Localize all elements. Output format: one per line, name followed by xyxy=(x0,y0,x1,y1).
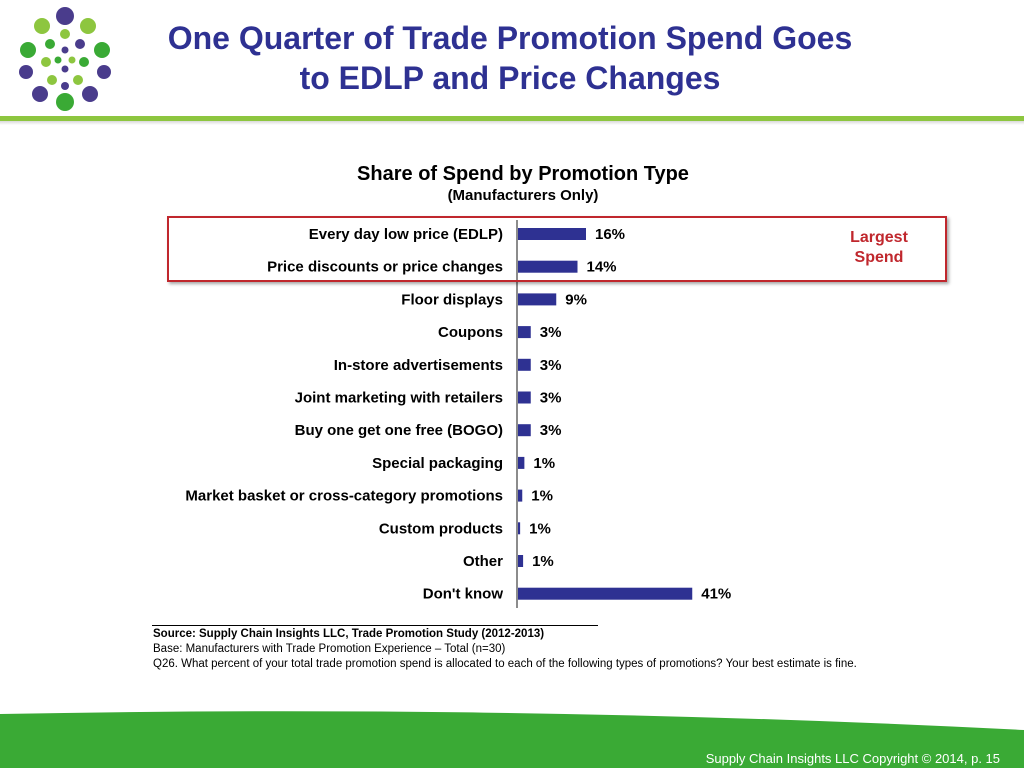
data-label: 3% xyxy=(540,390,562,407)
data-label: 3% xyxy=(540,324,562,341)
footer-band xyxy=(0,711,1024,768)
category-label: In-store advertisements xyxy=(334,357,503,374)
category-label: Custom products xyxy=(379,520,503,537)
bar xyxy=(518,587,693,600)
bar-chart: Every day low price (EDLP) 16% Price disco… xyxy=(185,220,731,608)
data-label: 3% xyxy=(540,422,562,439)
largest-spend-callout: Largest Spend xyxy=(820,228,938,268)
bar xyxy=(518,456,525,469)
bar xyxy=(518,489,523,502)
bar xyxy=(518,326,531,339)
category-label: Don't know xyxy=(423,586,504,603)
bar xyxy=(518,228,586,240)
category-label: Every day low price (EDLP) xyxy=(309,226,503,243)
category-label: Coupons xyxy=(438,324,503,341)
bar xyxy=(518,293,557,306)
chart-marks: Every day low price (EDLP) 16% Price disco… xyxy=(185,220,731,608)
data-label: 16% xyxy=(595,226,625,243)
category-label: Other xyxy=(463,553,503,570)
bar xyxy=(518,358,531,371)
bar xyxy=(518,522,521,535)
question-line: Q26. What percent of your total trade pr… xyxy=(153,658,857,670)
source-divider xyxy=(152,625,598,626)
source-notes: Source: Supply Chain Insights LLC, Trade… xyxy=(153,627,1013,672)
data-label: 3% xyxy=(540,357,562,374)
callout-line-2: Spend xyxy=(854,249,904,266)
chart-title: Share of Spend by Promotion Type xyxy=(357,163,689,185)
category-label: Special packaging xyxy=(372,455,503,472)
bar xyxy=(518,260,578,273)
callout-line-1: Largest xyxy=(850,229,908,246)
source-line: Source: Supply Chain Insights LLC, Trade… xyxy=(153,628,545,640)
slide-title-line-1: One Quarter of Trade Promotion Spend Goe… xyxy=(167,20,853,56)
chart-subtitle: (Manufacturers Only) xyxy=(447,187,599,204)
slide-title-line-2: to EDLP and Price Changes xyxy=(299,60,721,96)
category-label: Market basket or cross-category promotio… xyxy=(185,488,503,505)
largest-spend-highlight-box xyxy=(167,216,947,282)
data-label: 1% xyxy=(529,520,551,537)
bar xyxy=(518,555,524,567)
data-label: 1% xyxy=(531,488,553,505)
category-label: Price discounts or price changes xyxy=(267,259,503,276)
slide-title: One Quarter of Trade Promotion Spend Goe… xyxy=(130,18,890,98)
data-label: 9% xyxy=(565,291,587,308)
category-label: Buy one get one free (BOGO) xyxy=(295,422,503,439)
data-label: 41% xyxy=(701,586,731,603)
bar xyxy=(518,391,531,404)
supply-chain-insights-logo xyxy=(19,7,111,111)
base-line: Base: Manufacturers with Trade Promotion… xyxy=(153,643,506,655)
header-divider xyxy=(0,116,1024,121)
data-label: 14% xyxy=(587,259,617,276)
category-label: Floor displays xyxy=(401,291,503,308)
category-label: Joint marketing with retailers xyxy=(295,390,503,407)
bar xyxy=(518,424,531,437)
footer-copyright: Supply Chain Insights LLC Copyright © 20… xyxy=(705,751,1000,766)
data-label: 1% xyxy=(533,455,555,472)
header-divider-shadow xyxy=(0,121,1024,125)
data-label: 1% xyxy=(532,553,554,570)
